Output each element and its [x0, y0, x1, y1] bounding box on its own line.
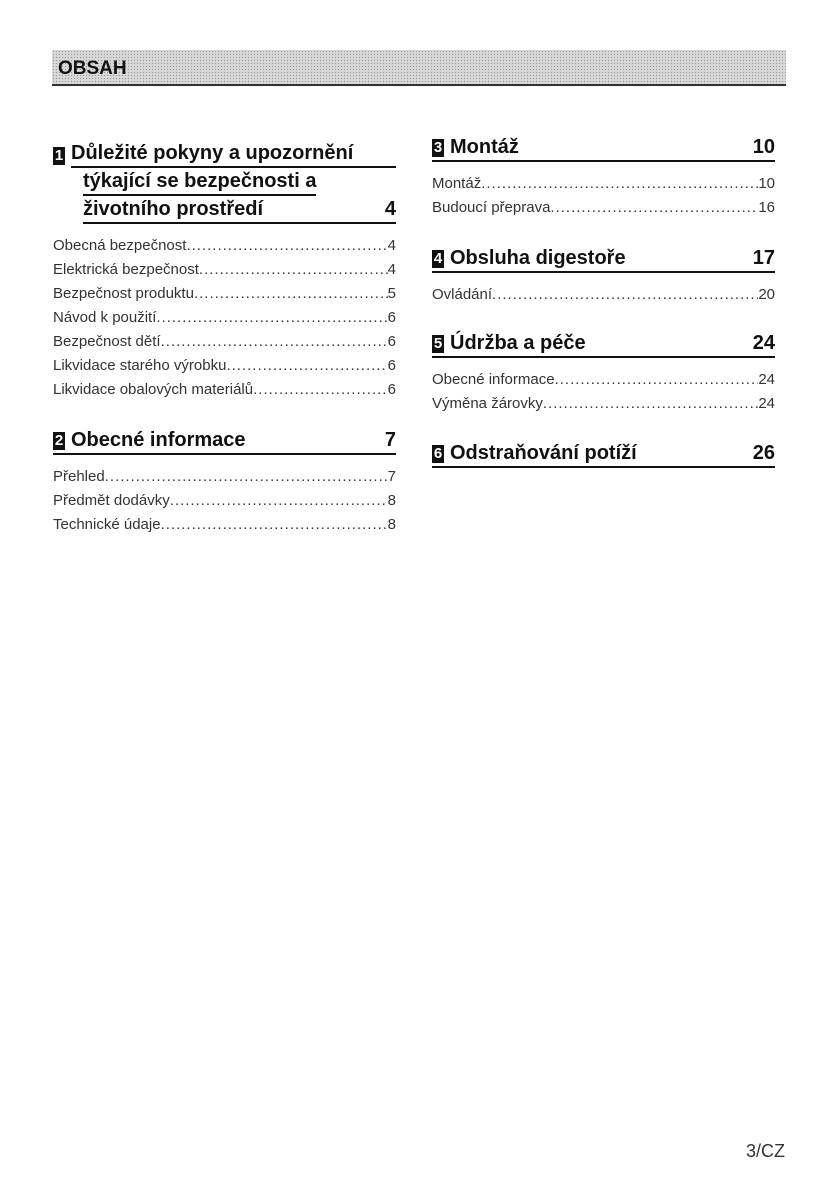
- section-number-badge: 2: [53, 432, 65, 450]
- section-number-badge: 4: [432, 250, 444, 268]
- toc-entry[interactable]: Ovládání 20: [432, 283, 775, 307]
- dot-leader: [492, 283, 758, 307]
- toc-entry-title: Obecná bezpečnost: [53, 237, 187, 254]
- toc-entry-title: Ovládání: [432, 286, 493, 303]
- toc-entry-page: 4: [387, 237, 396, 254]
- section-2: 2 Obecné informace 7 Přehled 7 Předmět dodáv…: [53, 427, 396, 537]
- section-page: 10: [752, 136, 775, 158]
- dot-leader: [170, 489, 388, 513]
- page-number: 3/CZ: [745, 1141, 785, 1161]
- toc-entry-title: Bezpečnost produktu: [53, 285, 194, 302]
- section-title[interactable]: Obsluha digestoře: [450, 247, 626, 269]
- section-4: 4 Obsluha digestoře 17 Ovládání 20: [432, 245, 775, 307]
- entry-list: Montáž 10 Budoucí přeprava 16: [432, 172, 775, 220]
- dot-leader: [555, 368, 759, 392]
- dot-leader: [481, 172, 758, 196]
- toc-entry-page: 24: [758, 395, 775, 412]
- toc-entry-title: Obecné informace: [432, 371, 555, 388]
- toc-entry-page: 6: [387, 309, 396, 326]
- toc-entry-page: 6: [387, 381, 396, 398]
- toc-entry-page: 6: [387, 357, 396, 374]
- section-title[interactable]: Údržba a péče: [450, 332, 586, 354]
- toc-entry[interactable]: Budoucí přeprava 16: [432, 196, 775, 220]
- toc-entry[interactable]: Bezpečnost dětí 6: [53, 330, 396, 354]
- toc-entry-title: Předmět dodávky: [53, 492, 170, 509]
- toc-entry-title: Montáž: [432, 175, 482, 192]
- entry-list: Obecná bezpečnost 4 Elektrická bezpečnost 4…: [53, 234, 396, 402]
- toc-entry-page: 4: [387, 261, 396, 278]
- dot-leader: [543, 392, 758, 416]
- dot-leader: [199, 258, 388, 282]
- section-6: 6 Odstraňování potíží 26: [432, 440, 775, 468]
- toc-entry-page: 24: [758, 371, 775, 388]
- toc-entry[interactable]: Likvidace starého výrobku 6: [53, 354, 396, 378]
- toc-entry-title: Budoucí přeprava: [432, 199, 551, 216]
- entry-list: Obecné informace 24 Výměna žárovky 24: [432, 368, 775, 416]
- toc-entry-page: 20: [758, 286, 775, 303]
- section-page: 4: [384, 198, 396, 220]
- toc-entry[interactable]: Výměna žárovky 24: [432, 392, 775, 416]
- entry-list: Ovládání 20: [432, 283, 775, 307]
- dot-leader: [161, 513, 388, 537]
- toc-entry-page: 6: [387, 333, 396, 350]
- contents-title: OBSAH: [58, 58, 127, 79]
- section-number-badge: 6: [432, 445, 444, 463]
- dot-leader: [253, 378, 388, 402]
- toc-entry-page: 8: [387, 492, 396, 509]
- toc-entry[interactable]: Bezpečnost produktu 5: [53, 282, 396, 306]
- toc-entry[interactable]: Přehled 7: [53, 465, 396, 489]
- section-page: 24: [752, 332, 775, 354]
- toc-entry[interactable]: Obecné informace 24: [432, 368, 775, 392]
- toc-entry-title: Návod k použití: [53, 309, 157, 326]
- toc-entry-title: Elektrická bezpečnost: [53, 261, 199, 278]
- dot-leader: [550, 196, 758, 220]
- toc-entry-page: 8: [387, 516, 396, 533]
- section-page: 17: [752, 247, 775, 269]
- toc-entry-title: Likvidace obalových materiálů: [53, 381, 254, 398]
- dot-leader: [186, 234, 387, 258]
- toc-entry[interactable]: Obecná bezpečnost 4: [53, 234, 396, 258]
- section-title-line[interactable]: životního prostředí: [83, 198, 263, 220]
- toc-entry[interactable]: Technické údaje 8: [53, 513, 396, 537]
- entry-list: Přehled 7 Předmět dodávky 8 Technické údaje 8: [53, 465, 396, 537]
- dot-leader: [156, 306, 387, 330]
- toc-entry-page: 16: [758, 199, 775, 216]
- section-number-badge: 3: [432, 139, 444, 157]
- dot-leader: [105, 465, 388, 489]
- section-3: 3 Montáž 10 Montáž 10 Budoucí přeprava 16: [432, 134, 775, 220]
- toc-entry-title: Přehled: [53, 468, 105, 485]
- toc-entry-title: Likvidace starého výrobku: [53, 357, 227, 374]
- toc-entry-title: Technické údaje: [53, 516, 161, 533]
- toc-entry-page: 10: [758, 175, 775, 192]
- dot-leader: [161, 330, 388, 354]
- section-title[interactable]: Odstraňování potíží: [450, 442, 637, 464]
- toc-entry-title: Bezpečnost dětí: [53, 333, 161, 350]
- toc-entry-page: 7: [387, 468, 396, 485]
- section-title[interactable]: Obecné informace: [71, 429, 246, 451]
- section-number-badge: 5: [432, 335, 444, 353]
- section-title-line[interactable]: Důležité pokyny a upozornění: [71, 140, 396, 168]
- toc-entry[interactable]: Likvidace obalových materiálů 6: [53, 378, 396, 402]
- toc-entry[interactable]: Montáž 10: [432, 172, 775, 196]
- section-page: 7: [384, 429, 396, 451]
- toc-entry-title: Výměna žárovky: [432, 395, 543, 412]
- toc-entry[interactable]: Elektrická bezpečnost 4: [53, 258, 396, 282]
- contents-header: OBSAH: [52, 50, 786, 86]
- toc-entry[interactable]: Předmět dodávky 8: [53, 489, 396, 513]
- section-page: 26: [752, 442, 775, 464]
- section-title-line[interactable]: týkající se bezpečnosti a: [83, 168, 317, 196]
- section-1: 1 Důležité pokyny a upozornění týkající s…: [53, 140, 396, 402]
- dot-leader: [194, 282, 388, 306]
- toc-entry[interactable]: Návod k použití 6: [53, 306, 396, 330]
- section-title[interactable]: Montáž: [450, 136, 519, 158]
- dot-leader: [226, 354, 387, 378]
- toc-entry-page: 5: [387, 285, 396, 302]
- section-number-badge: 1: [53, 147, 65, 165]
